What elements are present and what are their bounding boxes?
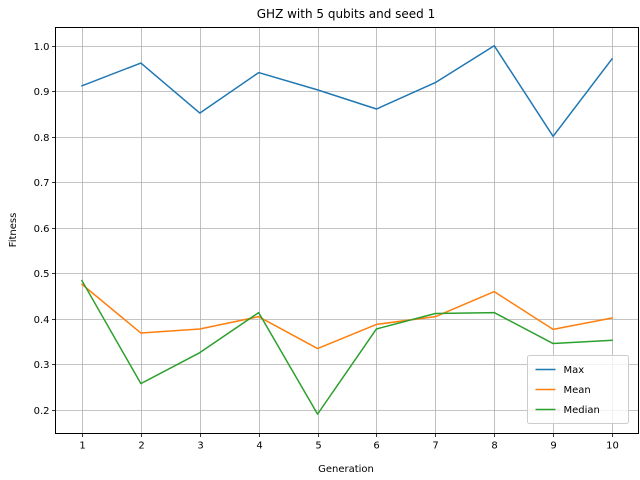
y-tick-label: 0.5 (34, 269, 50, 280)
y-tick-label: 0.4 (34, 315, 50, 326)
x-tick-label: 10 (606, 441, 619, 452)
y-tick-label: 0.3 (34, 360, 50, 371)
x-tick-label: 6 (373, 441, 379, 452)
y-axis: 0.2 0.3 0.4 0.5 0.6 0.7 0.8 0.9 1.0 (34, 42, 56, 417)
y-tick-label: 0.2 (34, 406, 50, 417)
x-tick-label: 1 (79, 441, 85, 452)
x-tick-label: 2 (138, 441, 144, 452)
x-tick-label: 9 (550, 441, 556, 452)
y-tick-label: 0.6 (34, 224, 50, 235)
series-line-max (81, 44, 614, 138)
legend-label-median: Median (564, 405, 600, 416)
x-axis: 1 2 3 4 5 6 7 8 9 10 (79, 433, 619, 452)
x-tick-label: 8 (491, 441, 497, 452)
y-tick-label: 0.8 (34, 133, 50, 144)
x-axis-label: Generation (318, 464, 374, 475)
x-tick-label: 7 (432, 441, 438, 452)
series-line-mean (80, 283, 613, 350)
chart-title: GHZ with 5 qubits and seed 1 (257, 7, 436, 21)
x-tick-label: 4 (256, 441, 262, 452)
y-tick-label: 1.0 (34, 42, 50, 53)
legend: Max Mean Median (527, 355, 629, 424)
legend-label-mean: Mean (564, 385, 591, 396)
series-lines (80, 44, 614, 415)
y-axis-label: Fitness (8, 213, 19, 248)
y-tick-label: 0.9 (34, 87, 50, 98)
y-tick-label: 0.7 (34, 178, 50, 189)
series-line-median (80, 279, 613, 415)
x-tick-label: 5 (315, 441, 321, 452)
legend-box (527, 355, 629, 424)
x-tick-label: 3 (197, 441, 203, 452)
legend-label-max: Max (564, 365, 585, 376)
plot-frame (55, 27, 639, 434)
